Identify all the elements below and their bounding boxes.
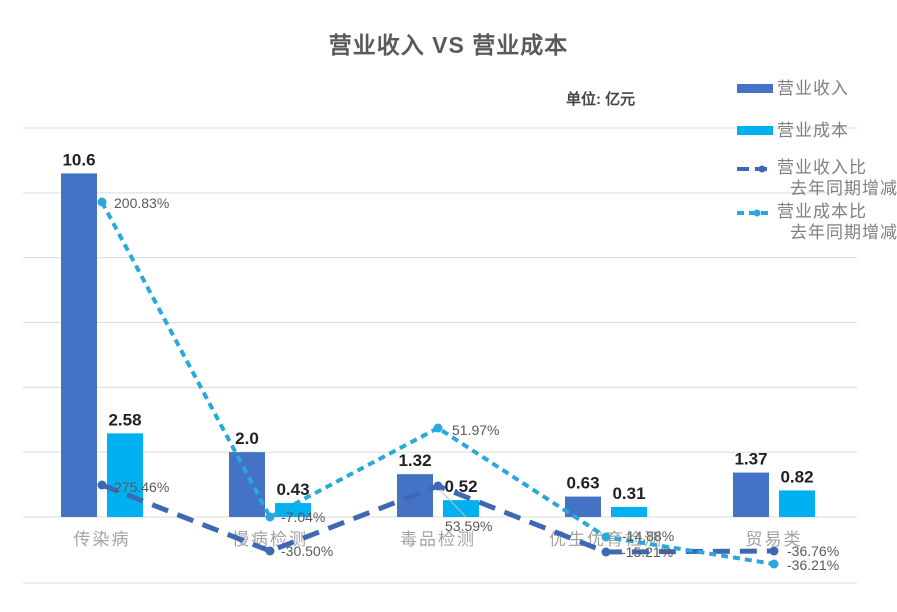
- chart-title: 营业收入 VS 营业成本: [328, 32, 569, 58]
- value-label: 2.0: [235, 429, 259, 448]
- value-label: 0.82: [780, 467, 813, 486]
- cost-bar: [107, 433, 143, 517]
- unit-label: 单位: 亿元: [566, 91, 636, 108]
- pct-label: -36.76%: [787, 543, 839, 559]
- cost-change-line-marker: [769, 559, 779, 569]
- value-label: 0.31: [612, 484, 645, 503]
- legend-label-line2: 去年同期增减: [790, 223, 897, 242]
- legend-label-line2: 去年同期增减: [790, 179, 897, 198]
- value-label: 1.37: [734, 450, 767, 469]
- pct-label: -14.88%: [622, 528, 674, 544]
- revenue-bar: [565, 496, 601, 517]
- legend-label-cost: 营业成本: [777, 121, 849, 140]
- legend-label-line1: 营业收入比: [777, 158, 867, 177]
- pct-label: -7.04%: [281, 509, 325, 525]
- category-label: 毒品检测: [400, 530, 476, 549]
- cost-change-line-marker: [265, 512, 275, 522]
- revenue-bar: [61, 173, 97, 517]
- pct-label: 275.46%: [114, 479, 169, 495]
- cost-bar-swatch-icon: [737, 126, 773, 135]
- cost-change-line-marker: [601, 532, 611, 542]
- revenue-bar-swatch-icon: [737, 84, 773, 93]
- revenue-change-line-marker: [265, 546, 275, 556]
- cost-bar: [779, 490, 815, 517]
- revenue-change-line-marker: [97, 480, 107, 490]
- pct-label: 51.97%: [452, 422, 499, 438]
- cost-bar: [611, 506, 647, 517]
- legend-item-revenue-change: 营业收入比 去年同期增减: [737, 157, 897, 199]
- category-label: 传染病: [74, 530, 131, 549]
- value-label: 10.6: [62, 150, 95, 169]
- label-leader-line: [438, 488, 467, 518]
- value-label: 0.63: [566, 474, 599, 493]
- cost-dashed-line-swatch-icon: [737, 209, 773, 217]
- pct-label: 53.59%: [445, 518, 492, 534]
- revenue-dashed-line-swatch-icon: [737, 165, 773, 173]
- pct-label: -15.21%: [621, 544, 673, 560]
- value-label: 0.52: [444, 477, 477, 496]
- revenue-change-line-marker: [433, 481, 443, 491]
- legend-label-cost-change: 营业成本比 去年同期增减: [777, 201, 897, 243]
- pct-label: -30.50%: [281, 543, 333, 559]
- pct-label: -36.21%: [787, 557, 839, 573]
- legend-label-revenue-change: 营业收入比 去年同期增减: [777, 157, 897, 199]
- value-label: 1.32: [398, 451, 431, 470]
- revenue-bar: [733, 472, 769, 517]
- pct-label: 200.83%: [114, 195, 169, 211]
- legend-item-cost: 营业成本: [737, 120, 849, 141]
- legend-label-line1: 营业成本比: [777, 202, 867, 221]
- legend-item-revenue: 营业收入: [737, 78, 849, 99]
- value-label: 2.58: [108, 410, 141, 429]
- cost-bar: [275, 503, 311, 517]
- legend-item-cost-change: 营业成本比 去年同期增减: [737, 201, 897, 243]
- legend-label-revenue: 营业收入: [777, 79, 849, 98]
- revenue-change-line-marker: [601, 547, 611, 557]
- cost-change-line-marker: [97, 197, 107, 207]
- cost-change-line: [100, 201, 775, 566]
- value-label: 0.43: [276, 480, 309, 499]
- cost-change-line-marker: [433, 423, 443, 433]
- category-label: 贸易类: [746, 530, 803, 549]
- cost-bar: [443, 500, 479, 517]
- revenue-change-line-marker: [769, 546, 779, 556]
- revenue-bar: [229, 452, 265, 517]
